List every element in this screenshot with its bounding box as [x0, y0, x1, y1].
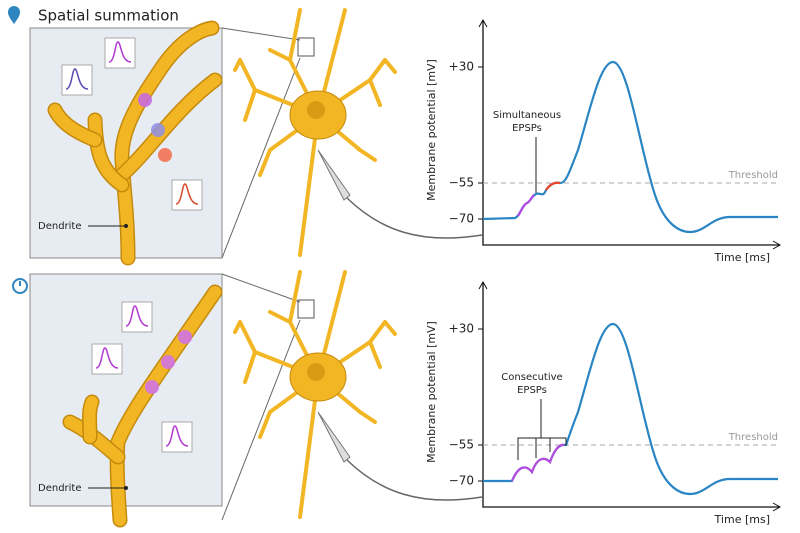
epsp-thumb	[61, 64, 93, 96]
epsp-thumb-curve	[175, 183, 199, 205]
epsp-seg	[517, 194, 535, 217]
threshold-label: Threshold	[728, 170, 778, 181]
electrode-wire	[346, 197, 483, 239]
neuron-process	[233, 58, 242, 72]
tick-label: −70	[449, 474, 474, 488]
tick-label: +30	[449, 322, 474, 336]
epsp-patch	[145, 380, 159, 394]
threshold-label: Threshold	[728, 432, 778, 443]
panel-title: Spatial summation	[38, 7, 179, 25]
neuron-process	[268, 48, 292, 62]
zoom-box	[297, 299, 315, 319]
annotation: EPSPs	[517, 385, 547, 396]
neuron-process	[233, 320, 242, 334]
electrode-wire	[346, 459, 483, 501]
y-axis-label: Membrane potential [mV]	[425, 321, 438, 463]
axes	[482, 282, 780, 508]
neuron-process	[383, 58, 397, 74]
epsp-patch	[161, 355, 175, 369]
y-arrow	[478, 280, 488, 290]
pin-icon	[8, 6, 20, 24]
annotation: Simultaneous	[493, 110, 561, 121]
epsp-seg	[545, 181, 561, 191]
label-dot	[124, 224, 128, 228]
epsp-thumb	[104, 37, 136, 69]
neuron-process	[243, 350, 257, 384]
neuron-process	[368, 340, 382, 369]
zoom-line	[221, 27, 301, 41]
epsp-seg	[510, 443, 565, 482]
timer-icon	[12, 278, 28, 294]
epsp-patch	[178, 330, 192, 344]
neuron-process	[243, 88, 257, 122]
y-axis-label: Membrane potential [mV]	[425, 59, 438, 201]
panel: Spatial summation Dendrite Membrane potent…	[8, 6, 782, 266]
x-arrow	[772, 502, 782, 512]
tick-label: −55	[449, 176, 474, 190]
epsp-thumb	[161, 421, 193, 453]
epsp-patch	[158, 148, 172, 162]
label-dot	[124, 486, 128, 490]
dendrite	[83, 396, 98, 443]
epsp-thumb	[171, 179, 203, 211]
tick-label: −70	[449, 212, 474, 226]
neuron-process	[368, 78, 382, 107]
neuron-process	[268, 310, 292, 324]
x-axis-label: Time [ms]	[714, 513, 770, 526]
dendrite	[111, 286, 221, 526]
epsp-thumb-curve	[165, 425, 189, 447]
epsp-thumb-curve	[108, 41, 132, 63]
annotation-bracket	[517, 399, 567, 460]
dendrite-label: Dendrite	[38, 483, 82, 494]
epsp-thumb	[91, 343, 123, 375]
dendrite	[115, 22, 218, 264]
zoom-line	[221, 273, 301, 303]
epsp-patch	[151, 123, 165, 137]
epsp-thumb	[121, 301, 153, 333]
potential-trace	[482, 60, 778, 234]
x-arrow	[772, 240, 782, 250]
neuron-process	[383, 320, 397, 336]
tick-label: −55	[449, 438, 474, 452]
epsp-thumb-curve	[95, 347, 119, 369]
zoom-line	[221, 319, 301, 521]
zoom-line	[221, 57, 301, 259]
dendrite-label: Dendrite	[38, 221, 82, 232]
dendrite	[89, 114, 128, 191]
y-arrow	[478, 18, 488, 28]
annotation: Consecutive	[501, 372, 562, 383]
dendrite	[49, 104, 101, 146]
nucleus	[307, 363, 325, 381]
epsp-patch	[138, 93, 152, 107]
zoom-box	[297, 37, 315, 57]
annotation: EPSPs	[512, 123, 542, 134]
axes	[482, 20, 780, 246]
electrode	[317, 411, 351, 463]
epsp-thumb-curve	[125, 305, 149, 327]
x-axis-label: Time [ms]	[714, 251, 770, 264]
tick-label: +30	[449, 60, 474, 74]
nucleus	[307, 101, 325, 119]
electrode	[317, 149, 351, 201]
epsp-thumb-curve	[65, 68, 89, 90]
